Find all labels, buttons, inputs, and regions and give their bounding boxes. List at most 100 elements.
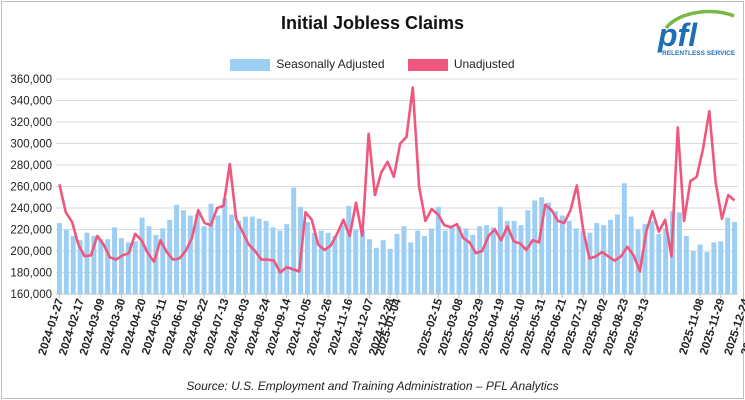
bar-seasonally-adjusted [497, 206, 503, 294]
bar-seasonally-adjusted [353, 229, 359, 294]
bar-seasonally-adjusted [408, 242, 414, 294]
bar-seasonally-adjusted [325, 232, 331, 294]
bar-seasonally-adjusted [601, 225, 607, 294]
bar-seasonally-adjusted [132, 241, 138, 294]
bar-seasonally-adjusted [559, 215, 565, 294]
bar-seasonally-adjusted [676, 212, 682, 294]
bar-seasonally-adjusted [373, 247, 379, 294]
bar-seasonally-adjusted [70, 235, 76, 294]
bar-seasonally-adjusted [580, 230, 586, 294]
y-tick-label: 160,000 [10, 289, 52, 301]
bar-seasonally-adjusted [435, 206, 441, 294]
y-tick-label: 360,000 [10, 74, 52, 86]
bar-seasonally-adjusted [222, 198, 228, 294]
bar-seasonally-adjusted [587, 232, 593, 294]
bar-seasonally-adjusted [428, 228, 434, 294]
bar-seasonally-adjusted [105, 239, 111, 294]
bar-seasonally-adjusted [304, 221, 310, 294]
bar-seasonally-adjusted [401, 226, 407, 294]
bar-seasonally-adjusted [84, 232, 90, 294]
bar-seasonally-adjusted [77, 240, 83, 294]
bar-seasonally-adjusted [366, 239, 372, 294]
bar-seasonally-adjusted [394, 233, 400, 294]
bar-seasonally-adjusted [415, 230, 421, 294]
bar-seasonally-adjusted [504, 220, 510, 294]
bar-seasonally-adjusted [153, 234, 159, 294]
bar-seasonally-adjusted [208, 203, 214, 294]
logo-text: pfl [657, 17, 698, 53]
bar-seasonally-adjusted [387, 248, 393, 294]
bar-seasonally-adjusted [594, 223, 600, 294]
y-tick-label: 200,000 [10, 246, 52, 258]
line-series-unadjusted [58, 86, 736, 274]
bar-seasonally-adjusted [732, 221, 738, 294]
bar-seasonally-adjusted [511, 220, 517, 294]
bar-seasonally-adjusted [642, 224, 648, 294]
y-tick-label: 320,000 [10, 117, 52, 129]
legend-swatch-line [407, 58, 448, 71]
bar-seasonally-adjusted [125, 242, 131, 294]
y-tick-label: 340,000 [10, 96, 52, 108]
source-note: Source: U.S. Employment and Training Adm… [186, 379, 559, 393]
y-axis: 160,000 180,000 200,000 220,000 240,000 260,0… [10, 74, 52, 301]
bar-seasonally-adjusted [194, 214, 200, 294]
bar-seasonally-adjusted [139, 217, 145, 294]
bar-seasonally-adjusted [422, 235, 428, 294]
bar-seasonally-adjusted [249, 216, 255, 294]
bar-seasonally-adjusted [449, 225, 455, 294]
bar-seasonally-adjusted [291, 187, 297, 294]
bar-seasonally-adjusted [621, 183, 627, 294]
bar-seasonally-adjusted [477, 226, 483, 294]
bar-seasonally-adjusted [614, 214, 620, 294]
logo-tagline: RELENTLESS SERVICE [662, 50, 736, 57]
bar-seasonally-adjusted [318, 230, 324, 294]
bar-seasonally-adjusted [332, 235, 338, 294]
bar-seasonally-adjusted [690, 251, 696, 294]
bar-seasonally-adjusted [98, 239, 104, 294]
y-tick-label: 180,000 [10, 268, 52, 280]
bar-seasonally-adjusted [242, 216, 248, 294]
y-tick-label: 220,000 [10, 225, 52, 237]
bar-seasonally-adjusted [346, 205, 352, 294]
bar-seasonally-adjusted [463, 228, 469, 294]
legend-item-seasonally-adjusted: Seasonally Adjusted [230, 57, 385, 71]
bar-seasonally-adjusted [539, 197, 545, 294]
bar-seasonally-adjusted [236, 220, 242, 294]
pfl-logo: pfl RELENTLESS SERVICE [636, 8, 740, 58]
y-tick-label: 240,000 [10, 203, 52, 215]
bar-seasonally-adjusted [160, 228, 166, 294]
bar-series [56, 183, 738, 294]
bar-seasonally-adjusted [187, 215, 193, 294]
bar-seasonally-adjusted [456, 226, 462, 294]
bar-seasonally-adjusted [91, 235, 97, 294]
bar-seasonally-adjusted [490, 227, 496, 294]
bar-seasonally-adjusted [442, 230, 448, 294]
bar-seasonally-adjusted [470, 234, 476, 294]
bar-seasonally-adjusted [56, 223, 62, 294]
bar-seasonally-adjusted [360, 229, 366, 294]
x-axis: 2024-01-272024-02-172024-03-092024-03-30… [37, 294, 745, 357]
bar-seasonally-adjusted [573, 228, 579, 294]
legend: Seasonally Adjusted Unadjusted [0, 56, 745, 71]
bar-seasonally-adjusted [711, 242, 717, 294]
bar-seasonally-adjusted [566, 220, 572, 294]
y-tick-label: 260,000 [10, 182, 52, 194]
bar-seasonally-adjusted [174, 204, 180, 294]
bar-seasonally-adjusted [718, 241, 724, 294]
bar-seasonally-adjusted [552, 211, 558, 294]
bar-seasonally-adjusted [263, 220, 269, 294]
bar-seasonally-adjusted [649, 220, 655, 294]
bar-seasonally-adjusted [229, 214, 235, 294]
bar-seasonally-adjusted [628, 216, 634, 294]
bar-seasonally-adjusted [635, 229, 641, 294]
bar-seasonally-adjusted [725, 217, 731, 294]
legend-item-unadjusted: Unadjusted [407, 57, 515, 71]
bar-seasonally-adjusted [697, 244, 703, 294]
bar-seasonally-adjusted [663, 228, 669, 294]
bar-seasonally-adjusted [518, 225, 524, 294]
bar-seasonally-adjusted [532, 200, 538, 294]
bar-seasonally-adjusted [339, 225, 345, 294]
bar-seasonally-adjusted [311, 232, 317, 294]
